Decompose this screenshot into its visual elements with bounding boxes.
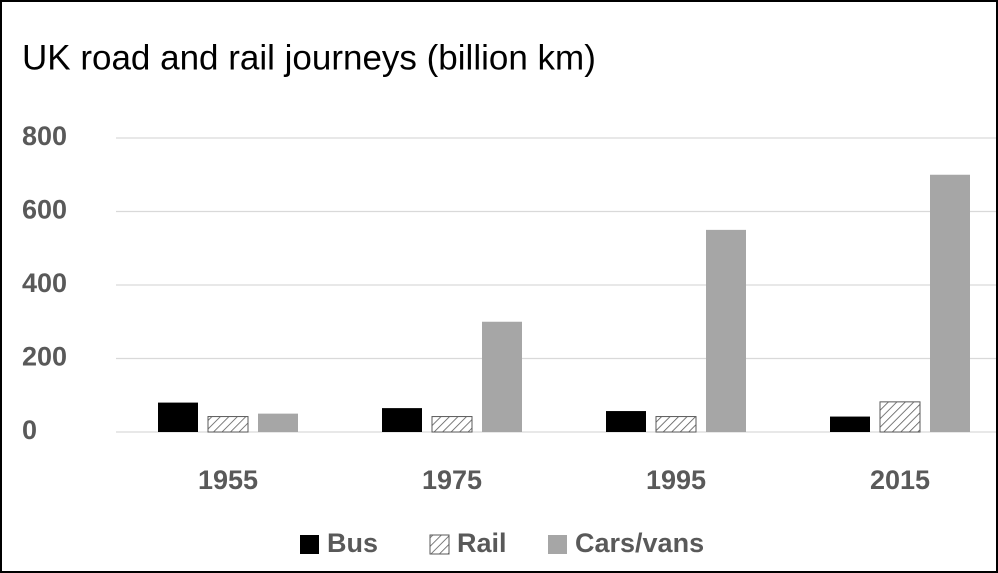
bar bbox=[158, 402, 198, 432]
bar bbox=[431, 416, 473, 433]
bar bbox=[207, 416, 249, 433]
bar bbox=[606, 411, 646, 432]
bar bbox=[482, 321, 522, 432]
legend-label: Cars/vans bbox=[575, 528, 704, 558]
legend-swatch bbox=[429, 534, 450, 555]
bar bbox=[706, 229, 746, 432]
chart-title: UK road and rail journeys (billion km) bbox=[22, 38, 596, 77]
legend-swatch bbox=[300, 535, 319, 554]
bar bbox=[258, 413, 298, 432]
x-tick-label: 1955 bbox=[198, 465, 258, 495]
legend-swatch bbox=[548, 535, 567, 554]
x-tick-label: 2015 bbox=[870, 465, 930, 495]
x-tick-label: 1975 bbox=[422, 465, 482, 495]
x-tick-label: 1995 bbox=[646, 465, 706, 495]
legend-label: Rail bbox=[457, 528, 507, 558]
bar bbox=[655, 416, 697, 433]
y-tick-label: 600 bbox=[22, 195, 67, 225]
y-tick-label: 200 bbox=[22, 342, 67, 372]
y-tick-label: 0 bbox=[22, 415, 37, 445]
y-tick-label: 400 bbox=[22, 268, 67, 298]
bar bbox=[930, 174, 970, 432]
bar bbox=[830, 416, 870, 432]
bar bbox=[879, 401, 921, 433]
y-tick-label: 800 bbox=[22, 121, 67, 151]
legend-label: Bus bbox=[327, 528, 378, 558]
bar bbox=[382, 408, 422, 432]
